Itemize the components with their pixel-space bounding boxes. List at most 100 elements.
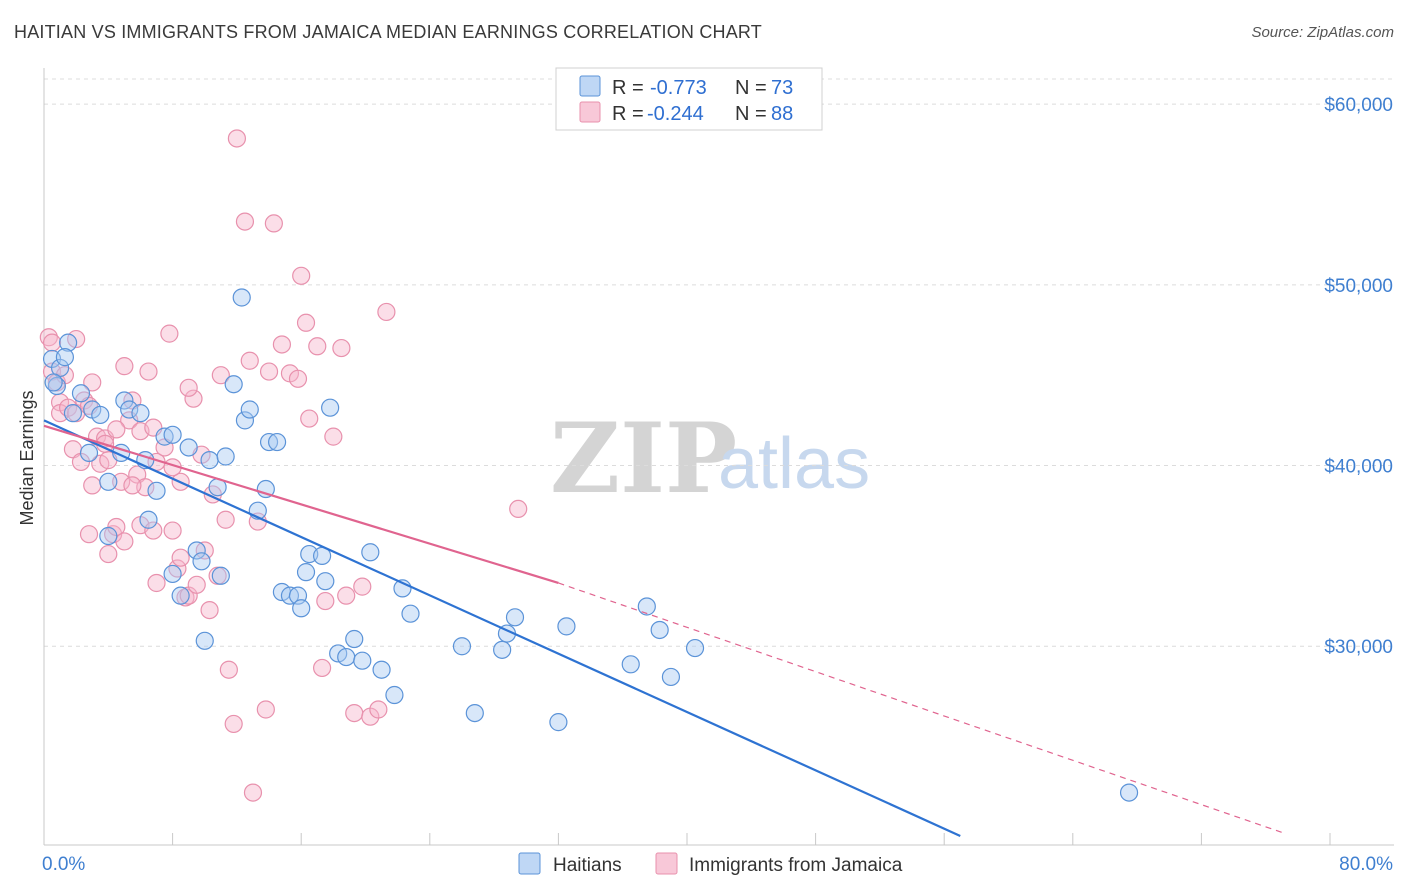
jamaica-point (300, 409, 319, 428)
jamaica-point (219, 660, 238, 679)
jamaica-legend-swatch (579, 101, 601, 123)
jamaica-point (288, 369, 308, 388)
haitian-point (179, 438, 198, 457)
jamaica-trendline-extension (558, 582, 1282, 833)
chart-title: HAITIAN VS IMMIGRANTS FROM JAMAICA MEDIA… (14, 22, 763, 42)
haitian-point (71, 384, 91, 403)
haitian-point (235, 411, 255, 430)
jamaica-point (256, 700, 275, 719)
y-tick-labels: $30,000 $40,000 $50,000 $60,000 (1324, 95, 1393, 658)
series-legend: Haitians Immigrants from Jamaica (518, 852, 903, 876)
jamaica-point (179, 378, 198, 397)
jamaica-point (324, 427, 343, 446)
haitian-point (224, 375, 243, 394)
haitian-point (240, 400, 259, 419)
haitian-point (63, 404, 83, 423)
jamaica-point (235, 212, 255, 231)
jamaica-point (187, 575, 206, 594)
jamaica-point (160, 324, 179, 343)
haitian-point (192, 552, 211, 571)
haitian-point (292, 599, 311, 618)
haitian-point (163, 564, 182, 584)
haitian-point (685, 638, 705, 658)
jamaica-point (115, 357, 134, 376)
haitian-point (505, 608, 525, 627)
y-tick-label: $30,000 (1324, 637, 1393, 658)
jamaica-point (42, 333, 62, 352)
haitian-point (557, 617, 576, 636)
jamaica-point (211, 366, 230, 385)
haitians-n-label: N = (735, 77, 767, 99)
haitian-point (267, 432, 287, 452)
haitians-trendline (43, 419, 961, 837)
jamaica-point (171, 548, 190, 567)
jamaica-point (107, 420, 126, 439)
haitian-point (661, 667, 681, 687)
jamaica-r-value: -0.244 (647, 103, 704, 125)
jamaica-trendline (43, 424, 559, 585)
haitians-r-label: R = (612, 77, 644, 99)
y-tick-label: $40,000 (1324, 457, 1393, 478)
haitian-point (216, 447, 235, 466)
haitian-point (337, 647, 356, 667)
haitian-point (549, 713, 568, 732)
y-axis-label: Median Earnings (17, 390, 37, 525)
jamaica-point (184, 389, 203, 408)
haitian-point (353, 651, 372, 670)
jamaica-point (272, 335, 292, 354)
haitian-point (621, 655, 640, 674)
jamaica-point (99, 544, 118, 564)
haitian-point (99, 526, 118, 546)
haitian-point (1119, 783, 1139, 802)
watermark-zip: ZIP (550, 402, 737, 515)
y-tick-label: $50,000 (1324, 276, 1393, 297)
haitian-point (316, 572, 335, 591)
haitian-point (296, 563, 316, 582)
haitian-point (211, 566, 230, 585)
jamaica-point (83, 373, 102, 392)
jamaica-point (224, 714, 243, 734)
stats-legend: R = -0.773 N = 73 R = -0.244 N = 88 (555, 67, 823, 131)
haitian-point (171, 586, 190, 605)
jamaica-point (312, 658, 332, 678)
x-tick-label-max: 80.0% (1339, 854, 1393, 875)
jamaica-point (147, 573, 166, 593)
haitian-point (59, 333, 78, 352)
haitian-point (385, 685, 404, 705)
jamaica-point (243, 783, 263, 802)
haitians-legend-swatch (579, 75, 601, 97)
jamaica-n-label: N = (735, 103, 767, 125)
axes (43, 68, 1394, 846)
haitian-point (55, 348, 74, 367)
haitian-point (345, 629, 364, 649)
jamaica-point (332, 338, 351, 358)
jamaica-point (168, 559, 187, 578)
jamaica-point (345, 703, 364, 723)
haitians-series-label: Haitians (553, 855, 622, 876)
jamaica-series-label: Immigrants from Jamaica (689, 855, 903, 876)
haitian-point (195, 631, 214, 650)
haitian-point (99, 472, 118, 491)
haitian-points (42, 288, 1139, 802)
jamaica-series-swatch (655, 852, 678, 875)
source-credit: Source: ZipAtlas.com (1251, 24, 1394, 41)
jamaica-point (292, 266, 311, 285)
jamaica-point (227, 129, 246, 148)
jamaica-point (337, 586, 356, 605)
haitians-r-value: -0.773 (650, 77, 707, 99)
haitian-point (115, 391, 134, 410)
haitian-point (372, 660, 391, 679)
jamaica-point (115, 532, 134, 551)
haitian-point (650, 620, 669, 640)
jamaica-point (39, 328, 58, 347)
x-tick-label-min: 0.0% (42, 854, 85, 875)
jamaica-point (216, 510, 235, 529)
haitian-point (120, 400, 139, 419)
haitian-point (200, 451, 219, 470)
y-tick-label: $60,000 (1324, 95, 1393, 116)
jamaica-point (240, 351, 259, 370)
jamaica-point (144, 521, 163, 540)
haitian-point (465, 703, 484, 723)
jamaica-point (79, 525, 99, 544)
